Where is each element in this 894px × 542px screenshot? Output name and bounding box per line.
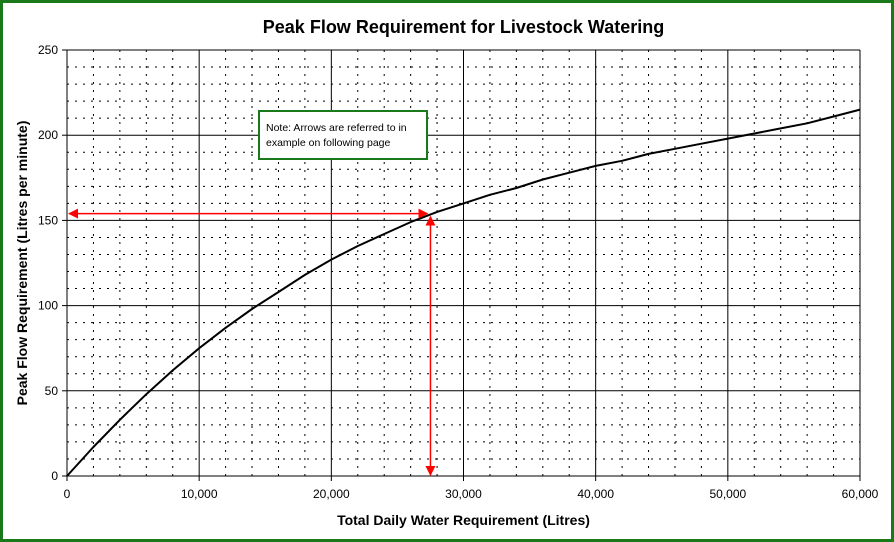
series-line-1 xyxy=(66,108,861,477)
y-tick-label: 200 xyxy=(38,128,58,142)
x-axis-label: Total Daily Water Requirement (Litres) xyxy=(337,512,590,528)
x-tick-label: 0 xyxy=(64,487,71,501)
x-tick-label: 30,000 xyxy=(445,487,482,501)
chart-title: Peak Flow Requirement for Livestock Wate… xyxy=(263,17,664,37)
note-text: Note: Arrows are referred to in example … xyxy=(266,122,407,149)
y-axis-label: Peak Flow Requirement (Litres per minute… xyxy=(14,121,30,406)
x-tick-label: 20,000 xyxy=(313,487,350,501)
x-tick-label: 40,000 xyxy=(577,487,614,501)
y-tick-label: 250 xyxy=(38,43,58,57)
y-tick-label: 50 xyxy=(45,384,59,398)
x-tick-label: 60,000 xyxy=(842,487,879,501)
y-tick-label: 0 xyxy=(51,469,58,483)
x-tick-label: 50,000 xyxy=(709,487,746,501)
y-tick-label: 150 xyxy=(38,213,58,227)
x-tick-label: 10,000 xyxy=(181,487,218,501)
y-tick-label: 100 xyxy=(38,299,58,313)
note-annotation: Note: Arrows are referred to in example … xyxy=(258,110,428,160)
